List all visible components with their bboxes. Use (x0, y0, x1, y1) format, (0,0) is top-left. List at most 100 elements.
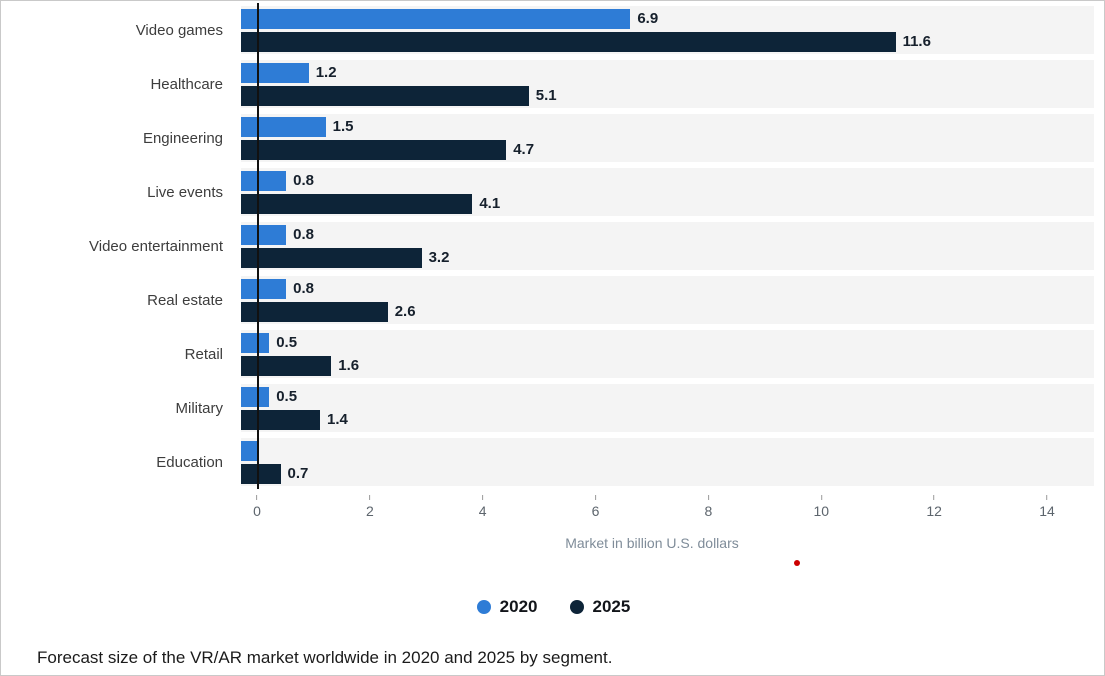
tick-label: 2 (365, 503, 374, 519)
value-label: 1.6 (338, 357, 360, 374)
bar-2025[interactable] (241, 247, 422, 268)
row-band: 6.9 11.6 (241, 6, 1094, 54)
bar-line: 1.4 (241, 409, 1094, 430)
category-label: Engineering (142, 129, 223, 147)
value-label: 4.1 (479, 195, 501, 212)
bar-line: 0.8 (241, 170, 1094, 191)
tick-mark (707, 495, 709, 500)
category-label: Video games (135, 21, 223, 39)
legend-item-2020[interactable]: 2020 (476, 597, 538, 617)
bar-line: 4.1 (241, 193, 1094, 214)
bar-line: 6.9 (241, 8, 1094, 29)
chart-caption: Forecast size of the VR/AR market worldw… (37, 648, 613, 667)
value-label: 0.8 (293, 280, 314, 297)
x-tick: 4 (479, 495, 487, 519)
tick-mark (482, 495, 484, 500)
tick-label: 12 (926, 503, 942, 519)
bar-2025[interactable] (241, 301, 388, 322)
category-label: Education (156, 453, 223, 471)
bar-2020[interactable] (241, 62, 309, 83)
legend-dot-2020-icon (476, 600, 491, 614)
bar-2020[interactable] (241, 332, 270, 353)
value-label: 11.6 (902, 33, 931, 50)
bar-2020[interactable] (241, 278, 287, 299)
value-label: 0.5 (276, 388, 298, 405)
bar-2025[interactable] (241, 139, 507, 160)
x-tick: 0 (253, 495, 261, 519)
x-axis-ticks: 0 2 4 6 8 10 12 14 (253, 495, 1055, 529)
bar-chart: Video games 6.9 11.6 Healthcare 1.2 5.1 Engine… (1, 3, 1104, 551)
chart-legend: 2020 2025 (1, 597, 1105, 617)
x-axis-title: Market in billion U.S. dollars (565, 535, 739, 551)
tick-label: 14 (1039, 503, 1055, 519)
bar-line: 3.2 (241, 247, 1094, 268)
tick-label: 0 (253, 503, 261, 519)
value-label: 0.5 (276, 334, 298, 351)
category-label: Live events (147, 183, 223, 201)
value-label: 1.2 (315, 64, 337, 81)
bar-line: 0.5 (241, 332, 1094, 353)
value-label: 1.5 (332, 118, 354, 135)
bar-2025[interactable] (241, 85, 529, 106)
chart-row: Video entertainment 0.8 3.2 (1, 219, 1104, 273)
legend-item-2025[interactable]: 2025 (569, 597, 631, 617)
bar-line: 0.8 (241, 224, 1094, 245)
bar-2025[interactable] (241, 463, 281, 484)
row-band: 0.8 3.2 (241, 222, 1094, 270)
x-tick: 12 (926, 495, 942, 519)
bar-line (241, 440, 1094, 461)
category-label: Healthcare (150, 75, 223, 93)
bar-line: 4.7 (241, 139, 1094, 160)
value-label: 1.4 (327, 411, 348, 428)
bar-2025[interactable] (241, 193, 473, 214)
tick-label: 8 (704, 503, 713, 519)
row-band: 0.5 1.4 (241, 384, 1094, 432)
bar-2020[interactable] (241, 8, 631, 29)
x-tick: 2 (366, 495, 374, 519)
row-band: 0.8 4.1 (241, 168, 1094, 216)
bar-2025[interactable] (241, 409, 320, 430)
bar-2025[interactable] (241, 31, 896, 52)
bar-2020[interactable] (241, 386, 270, 407)
bar-line: 2.6 (241, 301, 1094, 322)
x-tick: 6 (591, 495, 600, 519)
value-label: 0.8 (293, 172, 314, 189)
value-label: 0.8 (293, 226, 314, 243)
category-label: Military (175, 399, 224, 417)
value-label: 3.2 (428, 249, 450, 266)
category-label: Real estate (147, 291, 223, 309)
bar-line: 0.5 (241, 386, 1094, 407)
chart-row: Military 0.5 1.4 (1, 381, 1104, 435)
bar-2020[interactable] (241, 440, 258, 461)
chart-rows: Video games 6.9 11.6 Healthcare 1.2 5.1 Engine… (1, 3, 1104, 489)
category-label: Retail (184, 345, 223, 363)
y-axis-line (257, 3, 259, 489)
chart-row: Retail 0.5 1.6 (1, 327, 1104, 381)
bar-line: 0.8 (241, 278, 1094, 299)
red-marker-dot (794, 560, 800, 566)
tick-label: 6 (591, 503, 600, 519)
value-label: 4.7 (513, 141, 535, 158)
chart-row: Education 0.7 (1, 435, 1104, 489)
value-label: 0.7 (287, 465, 309, 482)
bar-2020[interactable] (241, 116, 326, 137)
tick-mark (1046, 495, 1048, 500)
tick-mark (820, 495, 822, 500)
x-tick: 14 (1039, 495, 1055, 519)
tick-mark (933, 495, 935, 500)
bar-line: 1.5 (241, 116, 1094, 137)
bar-2020[interactable] (241, 224, 287, 245)
value-label: 2.6 (394, 303, 416, 320)
legend-label-2025: 2025 (592, 597, 631, 616)
row-band: 0.8 2.6 (241, 276, 1094, 324)
bar-2020[interactable] (241, 170, 287, 191)
legend-label-2020: 2020 (499, 597, 538, 616)
row-band: 1.2 5.1 (241, 60, 1094, 108)
chart-row: Healthcare 1.2 5.1 (1, 57, 1104, 111)
chart-row: Video games 6.9 11.6 (1, 3, 1104, 57)
x-tick: 8 (704, 495, 713, 519)
chart-row: Live events 0.8 4.1 (1, 165, 1104, 219)
bar-2025[interactable] (241, 355, 332, 376)
tick-mark (595, 495, 597, 500)
bar-line: 11.6 (241, 31, 1094, 52)
